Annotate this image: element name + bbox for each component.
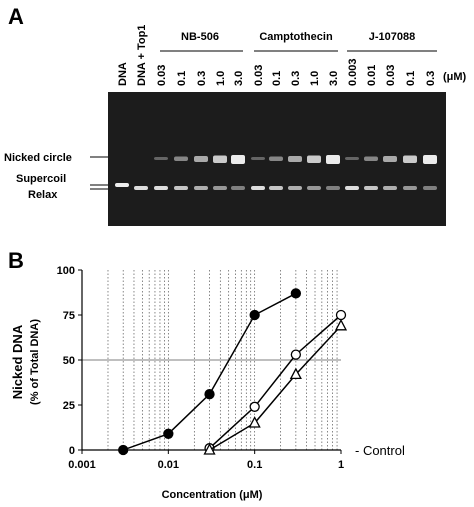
- band-label: Relax: [28, 189, 58, 201]
- annotation: - Control: [355, 443, 405, 458]
- band: [154, 186, 168, 190]
- x-axis-title: Concentration (μM): [162, 489, 263, 501]
- lane-label: 0.1: [271, 71, 283, 86]
- band: [326, 186, 340, 190]
- lane-label: 0.3: [425, 71, 437, 86]
- series-line: [209, 314, 342, 449]
- band: [326, 155, 340, 164]
- band: [383, 156, 397, 162]
- marker: [248, 416, 261, 428]
- marker: [290, 288, 302, 299]
- x-tick-label: 0.1: [247, 459, 262, 471]
- x-tick-label: 1: [338, 459, 344, 471]
- y-tick-label: 0: [69, 445, 75, 457]
- band-label: Supercoil: [16, 173, 66, 185]
- band: [134, 186, 148, 190]
- band: [154, 157, 168, 160]
- band: [174, 156, 188, 161]
- band: [231, 186, 245, 190]
- y-tick-label: 25: [63, 400, 75, 412]
- x-tick-label: 0.001: [68, 459, 96, 471]
- marker: [249, 401, 260, 412]
- group-label: Camptothecin: [259, 31, 333, 43]
- marker: [118, 444, 129, 456]
- band: [269, 156, 283, 161]
- band: [251, 186, 265, 190]
- panel-label: A: [8, 4, 24, 29]
- y-tick-label: 50: [63, 355, 75, 367]
- y-axis-subtitle: (% of Total DNA): [29, 319, 41, 405]
- lane-label: 1.0: [215, 71, 227, 86]
- band: [194, 156, 208, 162]
- band: [213, 155, 227, 163]
- lane-label: 0.1: [405, 71, 417, 86]
- lane-label: 3.0: [233, 71, 245, 86]
- band: [345, 157, 359, 160]
- lane-label: 0.03: [385, 65, 397, 86]
- band-label: Nicked circle: [4, 152, 72, 164]
- lane-label: 0.1: [176, 71, 188, 86]
- band: [307, 186, 321, 190]
- group-label: J-107088: [369, 31, 416, 43]
- band: [174, 186, 188, 190]
- band: [251, 157, 265, 160]
- band: [383, 186, 397, 190]
- group-label: NB-506: [181, 31, 219, 43]
- band: [423, 155, 437, 164]
- band: [194, 186, 208, 190]
- marker: [334, 318, 348, 331]
- marker: [203, 443, 216, 455]
- band: [115, 183, 129, 187]
- x-tick-label: 0.01: [158, 459, 179, 471]
- lane-label: 0.01: [366, 65, 378, 86]
- lane-label: 0.3: [196, 71, 208, 86]
- band: [213, 186, 227, 190]
- band: [423, 186, 437, 190]
- series-line: [209, 325, 342, 451]
- band: [307, 155, 321, 163]
- band: [345, 186, 359, 190]
- y-tick-label: 75: [63, 310, 75, 322]
- band: [364, 156, 378, 161]
- lane-label: 0.03: [253, 65, 265, 86]
- band: [288, 186, 302, 190]
- y-axis-title: Nicked DNA: [10, 324, 25, 399]
- marker: [249, 309, 260, 321]
- y-tick-label: 100: [57, 265, 75, 277]
- band: [364, 186, 378, 190]
- lane-label: DNA + Top1: [136, 25, 148, 86]
- marker: [289, 367, 302, 380]
- band: [403, 186, 417, 190]
- lane-label: 0.003: [347, 58, 359, 86]
- lane-label: 0.03: [156, 65, 168, 86]
- band: [231, 155, 245, 164]
- marker: [290, 349, 302, 360]
- marker: [335, 309, 347, 321]
- lane-label: 1.0: [309, 71, 321, 86]
- marker: [163, 428, 174, 439]
- lane-label: DNA: [117, 62, 129, 86]
- lane-label: 0.3: [290, 71, 302, 86]
- panel-label: B: [8, 248, 24, 273]
- band: [269, 186, 283, 190]
- marker: [204, 389, 215, 400]
- lane-label: 3.0: [328, 71, 340, 86]
- unit-label: (μM): [443, 71, 467, 83]
- band: [288, 156, 302, 162]
- band: [403, 155, 417, 163]
